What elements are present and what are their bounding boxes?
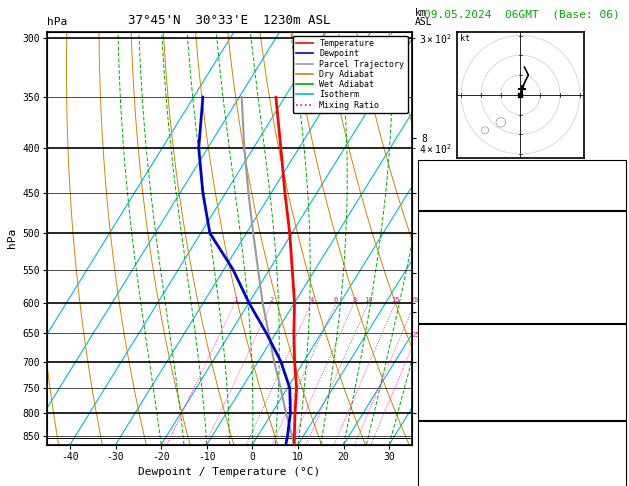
Y-axis label: hPa: hPa [7, 228, 17, 248]
Text: kt: kt [460, 34, 470, 43]
Text: 15: 15 [391, 297, 399, 303]
Text: 10: 10 [364, 297, 373, 303]
Text: 2: 2 [270, 297, 274, 303]
Y-axis label: Mixing Ratio (g/kg): Mixing Ratio (g/kg) [454, 182, 464, 294]
Text: © weatheronline.co.uk: © weatheronline.co.uk [470, 459, 574, 469]
Text: hPa: hPa [47, 17, 67, 27]
Text: CAPE (J): CAPE (J) [421, 290, 464, 299]
Text: CAPE (J): CAPE (J) [421, 387, 464, 397]
Text: 6: 6 [334, 297, 338, 303]
Text: EH: EH [421, 438, 431, 447]
Text: km
ASL: km ASL [415, 7, 433, 27]
Text: 48: 48 [613, 177, 623, 187]
Text: 8: 8 [352, 297, 356, 303]
Text: Temp (°C): Temp (°C) [421, 228, 469, 237]
Legend: Temperature, Dewpoint, Parcel Trajectory, Dry Adiabat, Wet Adiabat, Isotherm, Mi: Temperature, Dewpoint, Parcel Trajectory… [293, 36, 408, 113]
Text: 315: 315 [607, 259, 623, 268]
Text: StmSpd (kt): StmSpd (kt) [421, 485, 480, 486]
Text: Dewp (°C): Dewp (°C) [421, 243, 469, 253]
Text: 872: 872 [607, 341, 623, 350]
Text: 1: 1 [233, 297, 237, 303]
Text: Pressure (mb): Pressure (mb) [421, 341, 491, 350]
Text: Lifted Index: Lifted Index [421, 275, 486, 284]
Text: SREH: SREH [421, 453, 442, 463]
Text: 219°: 219° [602, 469, 623, 478]
Text: 25: 25 [411, 332, 420, 338]
Text: Hodograph: Hodograph [498, 422, 546, 432]
Text: θᴄ(K): θᴄ(K) [421, 259, 448, 268]
Text: Most Unstable: Most Unstable [487, 325, 557, 334]
Text: -4: -4 [613, 438, 623, 447]
Text: PW (cm): PW (cm) [421, 193, 459, 202]
Text: 7.4: 7.4 [607, 243, 623, 253]
X-axis label: Dewpoint / Temperature (°C): Dewpoint / Temperature (°C) [138, 467, 321, 477]
Text: Totals Totals: Totals Totals [421, 177, 491, 187]
Text: 4: 4 [309, 297, 314, 303]
Text: 09.05.2024  06GMT  (Base: 06): 09.05.2024 06GMT (Base: 06) [424, 9, 620, 19]
Text: 9: 9 [618, 387, 623, 397]
Text: Surface: Surface [503, 212, 541, 222]
Text: K: K [421, 162, 426, 171]
Text: 1.66: 1.66 [602, 193, 623, 202]
Text: StmDir: StmDir [421, 469, 453, 478]
Text: 31: 31 [613, 162, 623, 171]
Text: 8: 8 [618, 485, 623, 486]
Text: θᴄ (K): θᴄ (K) [421, 356, 453, 365]
Text: CIN (J): CIN (J) [421, 306, 459, 315]
Text: 37°45'N  30°33'E  1230m ASL: 37°45'N 30°33'E 1230m ASL [128, 14, 331, 27]
Text: 9: 9 [618, 403, 623, 412]
Text: 2: 2 [618, 372, 623, 381]
Text: 20: 20 [411, 297, 420, 303]
Text: 9: 9 [618, 306, 623, 315]
Text: 315: 315 [607, 356, 623, 365]
Text: 9.3: 9.3 [607, 228, 623, 237]
Text: Lifted Index: Lifted Index [421, 372, 486, 381]
Text: CIN (J): CIN (J) [421, 403, 459, 412]
Text: 9: 9 [618, 290, 623, 299]
Text: 5: 5 [618, 453, 623, 463]
Text: 2: 2 [618, 275, 623, 284]
